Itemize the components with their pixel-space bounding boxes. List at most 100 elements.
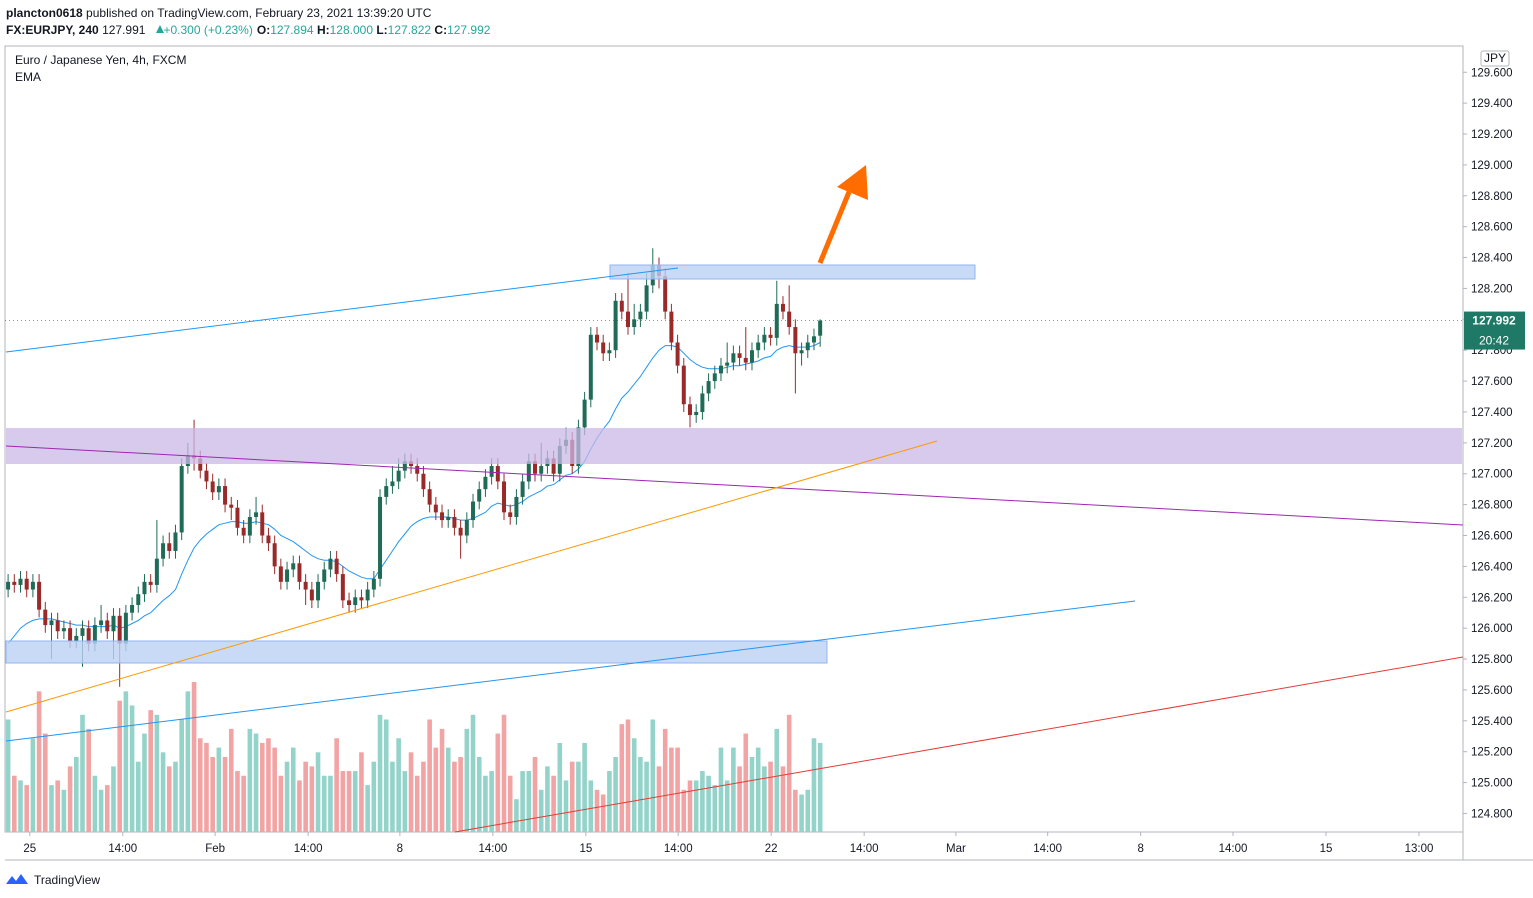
candle-body [43, 609, 48, 626]
candle-body [508, 512, 513, 517]
candle-body [216, 486, 221, 493]
volume-bar [123, 691, 129, 832]
volume-bar [365, 785, 370, 832]
candle-body [371, 578, 376, 590]
volume-bar [340, 771, 346, 832]
candle-body [712, 373, 717, 382]
candle-body [80, 628, 85, 636]
candle-body [446, 516, 451, 521]
volume-bar [414, 775, 420, 832]
candle-body [241, 527, 246, 536]
volume-bar [135, 761, 141, 832]
candle-body [421, 473, 426, 490]
ohlc-value: 128.000 [330, 23, 374, 37]
published: published on TradingView.com, February 2… [86, 6, 432, 20]
x-tick-label: 15 [1320, 843, 1333, 855]
ohlc-value: 127.992 [447, 23, 491, 37]
volume-bar [520, 771, 525, 832]
volume-bar [197, 738, 203, 832]
volume-bar [241, 775, 246, 832]
volume-bar [334, 738, 339, 832]
volume-bar [117, 700, 122, 832]
logo-icon [6, 874, 28, 884]
candle-body [285, 569, 290, 582]
volume-bar [86, 728, 91, 832]
candle-body [86, 628, 91, 644]
volume-bar [675, 747, 680, 832]
candle-body [539, 466, 544, 474]
candle-body [173, 532, 178, 551]
candle-body [638, 311, 643, 320]
ohlc-label: L: [376, 23, 387, 37]
candle-body [328, 558, 333, 570]
candle-body [780, 303, 785, 312]
volume-bar [352, 771, 358, 832]
volume-bar [11, 775, 17, 832]
volume-bar [458, 757, 463, 832]
candle-body [663, 276, 668, 312]
candle-body [154, 558, 159, 585]
volume-bar [489, 771, 494, 832]
volume-bar [228, 728, 234, 832]
candle-body [675, 342, 680, 366]
volume-bar [526, 771, 532, 832]
y-tick-label: 129.600 [1471, 67, 1513, 79]
volume-bar [749, 757, 755, 832]
y-tick-label: 124.800 [1471, 808, 1513, 820]
volume-bar [98, 789, 104, 832]
volume-bar [483, 775, 488, 832]
volume-bar [545, 766, 550, 832]
candle-body [123, 612, 128, 644]
y-tick-label: 126.400 [1471, 561, 1513, 573]
y-tick-label: 125.200 [1471, 747, 1513, 759]
ohlc-label: O: [257, 23, 270, 37]
volume-bar [811, 738, 817, 832]
drawings [5, 165, 1464, 833]
candle-body [30, 581, 35, 590]
volume-bar [476, 757, 482, 832]
symbol: FX:EURJPY, 240 [6, 23, 99, 37]
volume-bar [712, 785, 718, 832]
volume-bar [67, 766, 73, 832]
candle-body [402, 461, 407, 471]
candle-body [582, 399, 587, 428]
volume-bar [253, 733, 259, 832]
candle-body [471, 501, 476, 521]
candle-body [595, 334, 600, 343]
demand-zone [5, 640, 828, 664]
candle-body [700, 393, 705, 412]
volume-bar [5, 719, 11, 832]
candle-body [105, 620, 110, 632]
volume-bar [92, 775, 98, 832]
candle-body [142, 581, 147, 595]
trend-line [5, 440, 938, 713]
candle-body [793, 327, 798, 354]
volume-bar [625, 719, 631, 832]
volume-bar [613, 757, 618, 832]
candle-body [477, 489, 482, 502]
volume-bar [799, 794, 804, 832]
volume-bar [148, 710, 153, 832]
x-tick-label: 14:00 [850, 843, 879, 855]
x-tick-label: 14:00 [294, 843, 323, 855]
volume-bar [619, 724, 625, 832]
ohlc-label: C: [434, 23, 447, 37]
x-tick-label: 14:00 [478, 843, 507, 855]
y-tick-label: 127.600 [1471, 376, 1513, 388]
candle-body [799, 350, 804, 354]
volume-bar [817, 742, 823, 832]
volume-bar [786, 714, 792, 832]
volume-bar [421, 761, 426, 832]
candle-body [644, 285, 649, 312]
volume-bar [662, 728, 668, 832]
candle-body [762, 334, 767, 343]
candle-body [378, 496, 383, 579]
candle-body [291, 563, 296, 570]
candle-body [489, 466, 494, 477]
candle-body [204, 470, 209, 482]
candle-body [749, 350, 754, 363]
candle-body [440, 512, 445, 521]
volume-bar [557, 742, 563, 832]
candle-body [347, 600, 352, 606]
